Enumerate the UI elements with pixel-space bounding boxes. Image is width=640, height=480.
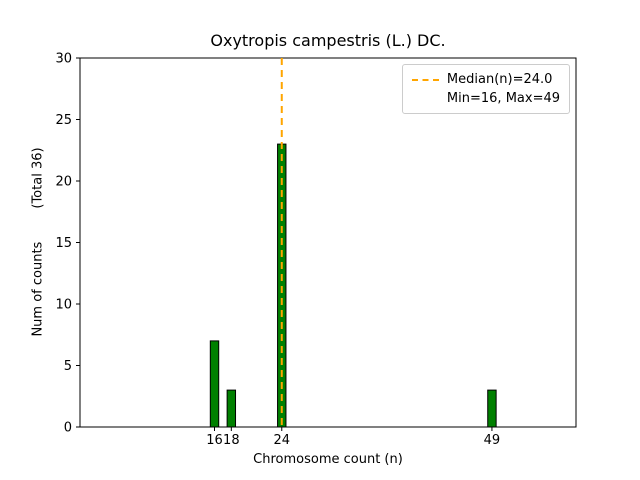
bar (226, 389, 237, 428)
x-tick-label: 49 (484, 433, 501, 448)
x-tick-label: 18 (223, 433, 240, 448)
y-tick-label: 15 (55, 236, 72, 251)
median-dashed-line-icon (411, 78, 439, 81)
y-axis-label: Num of counts (Total 36) (30, 147, 46, 337)
bar (209, 340, 220, 428)
legend-row-median: Median(n)=24.0 (411, 70, 560, 89)
x-tick-label: 24 (273, 433, 290, 448)
bar (487, 389, 497, 428)
y-tick-label: 20 (55, 175, 72, 190)
legend-label-minmax: Min=16, Max=49 (446, 91, 560, 106)
legend-row-minmax: Min=16, Max=49 (412, 89, 560, 108)
y-tick-label: 25 (55, 113, 72, 128)
y-tick-label: 30 (55, 52, 72, 67)
y-tick-label: 10 (55, 298, 72, 313)
x-axis-label: Chromosome count (n) (253, 452, 403, 467)
legend-label-median: Median(n)=24.0 (446, 72, 553, 87)
legend: Median(n)=24.0 Min=16, Max=49 (401, 64, 570, 114)
y-tick-label: 0 (64, 421, 72, 436)
chart-title: Oxytropis campestris (L.) DC. (210, 31, 446, 50)
x-tick-label: 16 (206, 433, 223, 448)
y-tick-label: 5 (64, 359, 72, 374)
